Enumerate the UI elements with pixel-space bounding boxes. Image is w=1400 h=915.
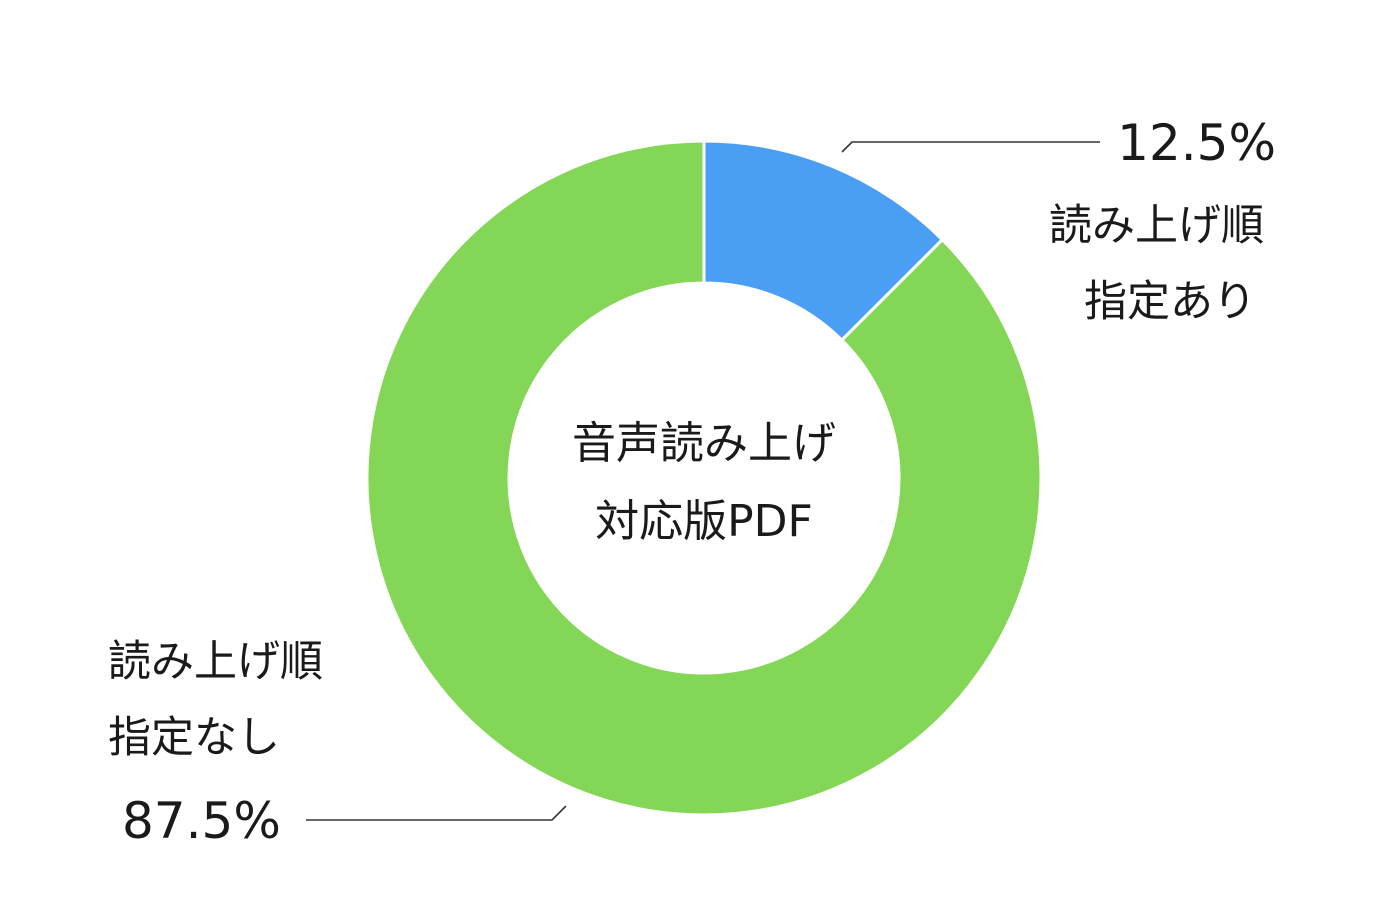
slice-label-2-line-2: 指定なし — [108, 713, 280, 763]
center-label-line-2: 対応版PDF — [595, 496, 813, 547]
slice-label-2-line-1: 読み上げ順 — [108, 637, 323, 687]
slice-label-1-line-2: 指定あり — [1084, 277, 1256, 327]
center-label-line-1: 音声読み上げ — [572, 418, 836, 469]
value-label-slice-1: 12.5% — [1117, 114, 1276, 172]
leader-line-slice-2 — [306, 805, 567, 821]
value-label-slice-2: 87.5% — [122, 792, 281, 850]
leader-line-slice-1 — [841, 141, 1100, 153]
donut-slice-2 — [365, 139, 1043, 817]
slice-label-1-line-1: 読み上げ順 — [1049, 201, 1264, 251]
donut-slices — [365, 139, 1043, 817]
